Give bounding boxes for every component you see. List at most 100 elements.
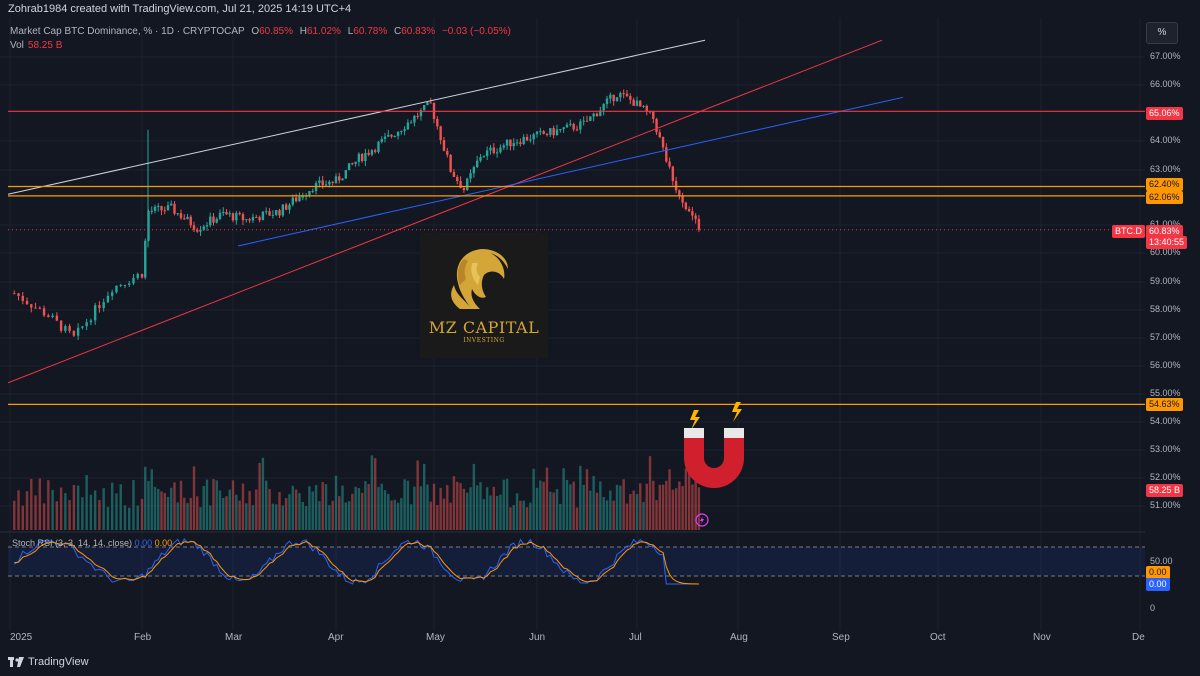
volume-bar <box>645 483 648 530</box>
alert-bolt-icon[interactable] <box>695 513 709 527</box>
percent-scale-button[interactable]: % <box>1146 22 1178 44</box>
volume-bar <box>334 475 338 530</box>
candle-body <box>697 218 701 230</box>
volume-bar <box>396 502 400 530</box>
volume-bar <box>176 502 179 530</box>
volume-bar <box>377 486 380 530</box>
volume-badge: 58.25 B <box>1146 484 1184 497</box>
candle-body <box>360 153 364 162</box>
volume-bar <box>324 484 328 530</box>
volume-bar <box>274 504 278 530</box>
time-axis-label: Jul <box>629 632 642 643</box>
volume-bar <box>248 490 251 530</box>
volume-bar <box>209 505 212 530</box>
volume-bar <box>314 485 318 530</box>
volume-bar <box>622 479 625 530</box>
volume-bar <box>393 499 396 530</box>
volume-bar <box>68 500 71 530</box>
candle-body <box>575 129 579 131</box>
time-axis-label: Nov <box>1033 632 1051 643</box>
volume-bar <box>98 500 101 530</box>
volume-bar <box>509 507 512 530</box>
watermark-subtitle: INVESTING <box>463 337 505 344</box>
volume-bar <box>258 462 261 530</box>
candle-body <box>632 99 635 106</box>
candle-body <box>76 327 80 336</box>
volume-bar <box>192 466 196 530</box>
volume-bar <box>416 460 419 530</box>
candle-body <box>449 154 452 172</box>
volume-bar <box>34 495 37 530</box>
candle-body <box>419 110 423 117</box>
volume-bar <box>499 494 502 530</box>
candle-body <box>436 118 439 127</box>
price-axis-label: 52.00% <box>1150 472 1181 482</box>
volume-bar <box>426 484 429 530</box>
candle-body <box>47 315 50 318</box>
volume-bar <box>466 492 469 530</box>
candle-body <box>248 219 251 221</box>
tradingview-brand[interactable]: TradingView <box>8 656 89 668</box>
volume-bar <box>595 492 599 530</box>
candle-body <box>671 166 675 181</box>
candle-body <box>489 147 492 151</box>
price-axis-label: 56.00% <box>1150 360 1181 370</box>
volume-bar <box>529 502 532 530</box>
volume-bar <box>89 494 93 530</box>
volume-bar <box>380 483 383 530</box>
candle-body <box>602 104 605 111</box>
stoch-d-value: 0.00 <box>154 538 173 548</box>
candle-body <box>629 96 632 100</box>
candle-body <box>225 211 228 215</box>
volume-bar <box>387 493 390 530</box>
level-65-badge: 65.06% <box>1146 107 1183 120</box>
volume-bar <box>665 480 668 530</box>
symbol-tag: BTC.D <box>1112 225 1145 238</box>
volume-bar <box>341 485 344 530</box>
volume-bar <box>235 494 238 530</box>
candle-body <box>189 216 192 226</box>
candle-body <box>268 211 271 216</box>
candle-body <box>466 178 469 191</box>
volume-bar <box>572 481 575 530</box>
candle-body <box>235 213 238 221</box>
candle-body <box>284 204 288 210</box>
volume-bar <box>423 463 426 530</box>
candle-body <box>446 150 449 155</box>
candle-body <box>426 102 429 106</box>
time-axis-label: Apr <box>328 632 344 643</box>
volume-bar <box>579 465 582 530</box>
candle-body <box>170 203 173 206</box>
candle-body <box>529 139 532 141</box>
volume-bar <box>462 488 466 530</box>
candle-body <box>140 273 144 278</box>
candle-body <box>38 307 42 309</box>
candle-body <box>439 126 442 141</box>
volume-bar <box>367 484 370 530</box>
candle-body <box>406 122 410 130</box>
candle-body <box>271 214 275 216</box>
candle-body <box>658 132 662 138</box>
stoch-rsi-pane <box>0 531 1145 585</box>
candle-body <box>344 170 347 179</box>
candle-body <box>595 113 599 117</box>
candle-body <box>592 113 595 117</box>
volume-bar <box>687 470 691 530</box>
magnet-icon <box>684 402 744 488</box>
candle-body <box>192 225 196 230</box>
watermark-title: MZ CAPITAL <box>428 318 540 337</box>
candle-body <box>579 121 582 130</box>
volume-bar <box>535 487 539 530</box>
volume-bar <box>308 486 311 530</box>
volume-bar <box>552 492 555 530</box>
candle-body <box>691 211 694 216</box>
red-trend-line <box>7 39 883 384</box>
volume-bar <box>615 484 619 530</box>
last-price-badge: 60.83% <box>1146 225 1183 238</box>
candle-body <box>522 136 525 145</box>
volume-bar <box>119 484 122 530</box>
volume-bar <box>160 491 163 530</box>
price-chart[interactable] <box>0 18 1145 630</box>
candle-body <box>255 217 258 219</box>
volume-bar <box>413 486 416 530</box>
